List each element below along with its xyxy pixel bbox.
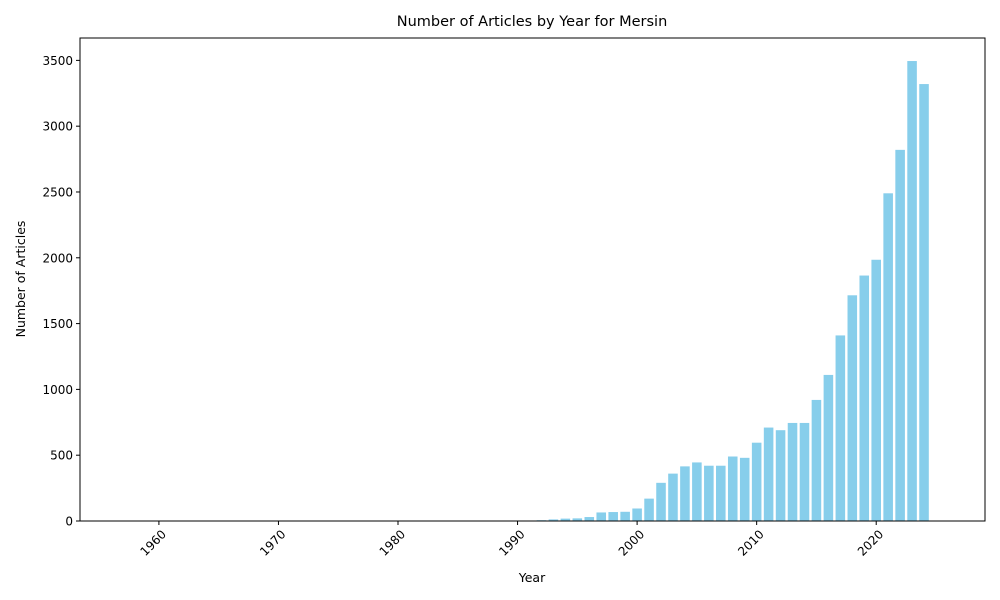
bar-2020	[871, 259, 881, 521]
bar-2014	[799, 422, 810, 521]
bar-2022	[895, 149, 905, 521]
bar-2005	[692, 462, 702, 521]
bar-2000	[632, 508, 642, 521]
y-tick-label: 3500	[42, 54, 73, 68]
x-tick-label: 1990	[496, 527, 527, 558]
bar-2021	[883, 193, 893, 522]
chart-title: Number of Articles by Year for Mersin	[397, 14, 668, 30]
x-tick-label: 1970	[257, 527, 288, 558]
bar-2009	[739, 457, 750, 521]
y-tick-label: 0	[65, 515, 73, 529]
y-tick-label: 2500	[42, 185, 73, 199]
bar-2010	[751, 442, 762, 521]
bar-2012	[775, 430, 786, 521]
bar-2008	[727, 456, 738, 521]
y-axis-ticks: 0 500 1000 1500 2000 2500 3000 3500	[42, 54, 80, 529]
bar-2001	[644, 498, 654, 521]
bar-1994	[560, 518, 571, 521]
x-tick-label: 1960	[138, 527, 169, 558]
y-tick-label: 3000	[42, 120, 73, 134]
y-tick-label: 500	[50, 449, 73, 463]
bar-1998	[608, 512, 618, 521]
bar-2016	[823, 374, 834, 521]
bar-2015	[811, 399, 822, 521]
bar-2023	[907, 61, 917, 521]
y-tick-label: 1000	[42, 383, 73, 397]
x-tick-label: 2010	[735, 527, 766, 558]
bar-2017	[835, 335, 846, 521]
bar-1999	[620, 511, 630, 521]
bar-2011	[763, 427, 774, 521]
bar-1996	[584, 517, 595, 521]
bar-1995	[572, 518, 583, 521]
bar-2019	[859, 275, 870, 521]
x-axis-label: Year	[518, 570, 546, 585]
bars-group	[118, 61, 929, 522]
bar-2006	[704, 465, 714, 521]
y-tick-label: 2000	[42, 251, 73, 265]
y-axis-label: Number of Articles	[13, 221, 28, 338]
plot-frame	[79, 37, 986, 522]
bar-2024	[919, 84, 929, 521]
x-tick-label: 2000	[616, 527, 647, 558]
bar-2004	[680, 466, 690, 521]
bar-2002	[656, 482, 666, 521]
bar-2018	[847, 295, 858, 521]
bar-2003	[668, 473, 678, 521]
y-tick-label: 1500	[42, 317, 73, 331]
bar-1997	[596, 512, 607, 521]
x-tick-label: 2020	[855, 527, 886, 558]
x-tick-label: 1980	[377, 527, 408, 558]
bar-2013	[787, 422, 798, 521]
x-axis-ticks: 1960 1970 1980 1990 2000 2010 2020	[138, 521, 886, 559]
bar-2007	[716, 465, 726, 521]
bar-1993	[548, 519, 559, 521]
